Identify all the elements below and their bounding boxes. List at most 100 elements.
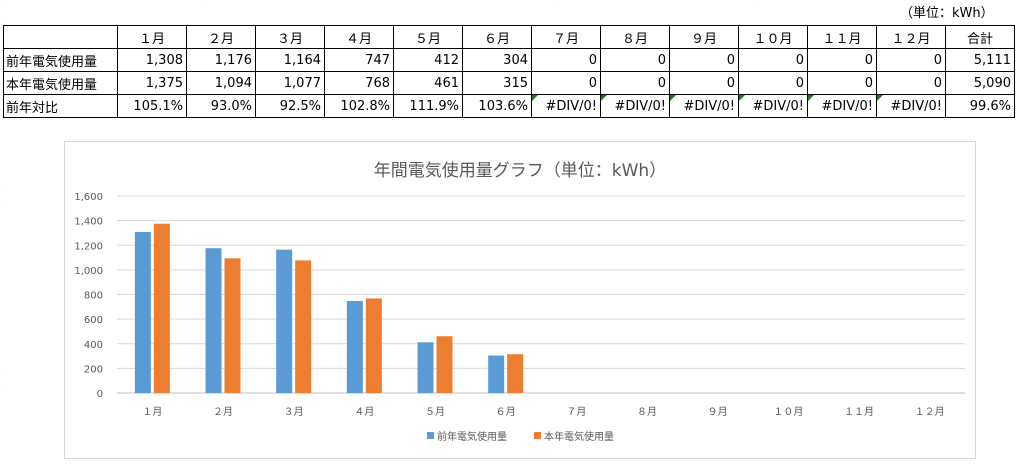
legend-label: 本年電気使用量: [544, 430, 614, 443]
header-cell[interactable]: １２月: [876, 25, 946, 49]
y-tick-label: 1,600: [74, 192, 103, 203]
data-cell[interactable]: 99.6%: [945, 94, 1015, 118]
y-tick-label: 600: [84, 315, 103, 326]
x-tick-label: ８月: [637, 406, 657, 418]
data-cell[interactable]: 103.6%: [462, 94, 532, 118]
chart-area[interactable]: 年間電気使用量グラフ（単位：kWh） 0 200 400 600 800 1,000 1,2…: [64, 141, 976, 459]
x-tick-label: ９月: [708, 406, 728, 418]
data-cell[interactable]: 1,077: [255, 71, 325, 95]
data-cell[interactable]: 0: [531, 71, 601, 95]
header-cell[interactable]: ７月: [531, 25, 601, 49]
bar-prev-year[interactable]: [276, 249, 293, 393]
y-tick-label: 800: [84, 291, 103, 302]
header-cell[interactable]: １月: [117, 25, 187, 49]
data-cell[interactable]: 0: [600, 48, 670, 72]
data-cell[interactable]: 1,375: [117, 71, 187, 95]
data-cell[interactable]: 111.9%: [393, 94, 463, 118]
header-corner-cell[interactable]: [3, 25, 118, 49]
data-cell[interactable]: 461: [393, 71, 463, 95]
data-cell[interactable]: 304: [462, 48, 532, 72]
data-cell[interactable]: 105.1%: [117, 94, 187, 118]
data-cell[interactable]: #DIV/0!: [669, 94, 739, 118]
data-cell[interactable]: 0: [876, 48, 946, 72]
x-tick-label: ４月: [354, 406, 374, 418]
x-tick-label: ５月: [425, 406, 445, 418]
bar-prev-year[interactable]: [134, 231, 151, 393]
x-tick-label: １２月: [915, 406, 945, 418]
y-tick-label: 200: [84, 364, 103, 375]
bar-prev-year[interactable]: [205, 248, 222, 393]
x-tick-label: １０月: [773, 406, 803, 418]
table-row: 本年電気使用量 1,375 1,094 1,077 768 461 315 0 0 0 0 0 0 5,0…: [3, 71, 1015, 95]
data-cell[interactable]: 1,094: [186, 71, 256, 95]
data-cell[interactable]: 0: [807, 48, 877, 72]
x-tick-label: ２月: [213, 406, 233, 418]
x-tick-label: １月: [142, 406, 162, 418]
x-tick-label: ３月: [284, 406, 304, 418]
bar-this-year[interactable]: [507, 354, 524, 393]
bar-chart: 0 200 400 600 800 1,000 1,200 1,400 1,600 １月 ２月 ３月 ４…: [74, 192, 965, 443]
row-label-cell[interactable]: 前年対比: [3, 94, 118, 118]
bar-this-year[interactable]: [436, 336, 453, 393]
x-tick-label: １１月: [844, 406, 874, 418]
data-cell[interactable]: 0: [669, 48, 739, 72]
data-cell[interactable]: 0: [807, 71, 877, 95]
data-cell[interactable]: 315: [462, 71, 532, 95]
bar-this-year[interactable]: [224, 258, 241, 393]
usage-table: １月 ２月 ３月 ４月 ５月 ６月 ７月 ８月 ９月 １０月 １１月 １２月 合計 前年電気使用量 1,30…: [3, 25, 1015, 118]
header-cell[interactable]: ６月: [462, 25, 532, 49]
data-cell[interactable]: 1,176: [186, 48, 256, 72]
header-cell[interactable]: ８月: [600, 25, 670, 49]
table-header-row: １月 ２月 ３月 ４月 ５月 ６月 ７月 ８月 ９月 １０月 １１月 １２月 合計: [3, 25, 1015, 49]
y-tick-label: 1,400: [74, 217, 103, 228]
header-cell[interactable]: ２月: [186, 25, 256, 49]
data-cell[interactable]: 92.5%: [255, 94, 325, 118]
data-cell[interactable]: 0: [876, 71, 946, 95]
data-cell[interactable]: 93.0%: [186, 94, 256, 118]
header-cell[interactable]: ３月: [255, 25, 325, 49]
row-label-cell[interactable]: 本年電気使用量: [3, 71, 118, 95]
data-cell[interactable]: #DIV/0!: [807, 94, 877, 118]
data-cell[interactable]: 0: [738, 71, 808, 95]
x-tick-label: ６月: [496, 406, 516, 418]
bar-prev-year[interactable]: [417, 342, 434, 393]
legend-label: 前年電気使用量: [437, 430, 507, 443]
table-row: 前年電気使用量 1,308 1,176 1,164 747 412 304 0 0 0 0 0 0 5,1…: [3, 48, 1015, 72]
data-cell[interactable]: 102.8%: [324, 94, 394, 118]
unit-note: （単位：kWh）: [900, 6, 994, 21]
row-label-cell[interactable]: 前年電気使用量: [3, 48, 118, 72]
header-cell[interactable]: 合計: [945, 25, 1015, 49]
header-cell[interactable]: １１月: [807, 25, 877, 49]
data-cell[interactable]: 0: [531, 48, 601, 72]
data-cell[interactable]: #DIV/0!: [531, 94, 601, 118]
bar-prev-year[interactable]: [488, 355, 505, 393]
bar-prev-year[interactable]: [346, 301, 363, 393]
data-cell[interactable]: 412: [393, 48, 463, 72]
header-cell[interactable]: ９月: [669, 25, 739, 49]
header-cell[interactable]: １０月: [738, 25, 808, 49]
data-cell[interactable]: 5,111: [945, 48, 1015, 72]
table-row: 前年対比 105.1% 93.0% 92.5% 102.8% 111.9% 103.6% #D…: [3, 94, 1015, 118]
data-cell[interactable]: 0: [600, 71, 670, 95]
data-cell[interactable]: 5,090: [945, 71, 1015, 95]
data-cell[interactable]: 768: [324, 71, 394, 95]
bar-this-year[interactable]: [153, 223, 170, 393]
data-cell[interactable]: 1,308: [117, 48, 187, 72]
y-tick-label: 1,000: [74, 266, 103, 277]
data-cell[interactable]: #DIV/0!: [600, 94, 670, 118]
data-cell[interactable]: 747: [324, 48, 394, 72]
data-cell[interactable]: 0: [669, 71, 739, 95]
header-cell[interactable]: ５月: [393, 25, 463, 49]
data-cell[interactable]: 1,164: [255, 48, 325, 72]
data-cell[interactable]: 0: [738, 48, 808, 72]
header-cell[interactable]: ４月: [324, 25, 394, 49]
y-tick-label: 400: [84, 340, 103, 351]
legend-swatch: [534, 432, 541, 439]
x-tick-label: ７月: [566, 406, 586, 418]
bar-this-year[interactable]: [295, 260, 312, 393]
bar-this-year[interactable]: [365, 298, 382, 393]
legend-swatch: [427, 432, 434, 439]
chart-title: 年間電気使用量グラフ（単位：kWh）: [373, 161, 667, 181]
data-cell[interactable]: #DIV/0!: [738, 94, 808, 118]
data-cell[interactable]: #DIV/0!: [876, 94, 946, 118]
